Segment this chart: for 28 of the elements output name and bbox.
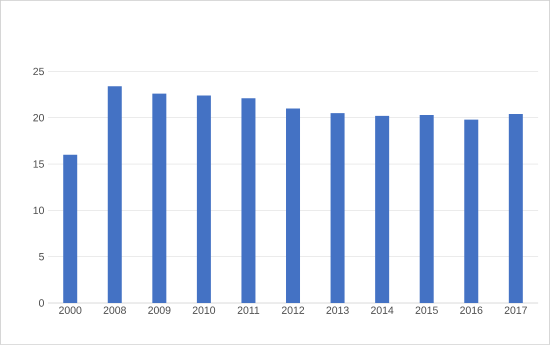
bar xyxy=(108,86,122,304)
x-tick-label: 2014 xyxy=(371,306,394,314)
bar xyxy=(464,120,478,304)
y-tick-label: 0 xyxy=(38,299,44,307)
bar xyxy=(286,108,300,304)
bar xyxy=(420,114,434,304)
bar xyxy=(241,98,256,304)
y-tick-label: 20 xyxy=(33,114,44,122)
x-tick-label: 2009 xyxy=(148,306,170,314)
bar xyxy=(63,154,78,304)
x-tick-label: 2016 xyxy=(460,306,482,314)
bar xyxy=(152,94,166,304)
y-tick-label: 10 xyxy=(34,206,44,214)
x-tick-label: 2011 xyxy=(238,306,260,314)
x-tick-label: 2013 xyxy=(326,306,349,314)
y-tick-label: 5 xyxy=(39,253,44,260)
x-tick-label: 2010 xyxy=(192,306,216,314)
x-tick-label: 2000 xyxy=(59,306,82,314)
bar xyxy=(508,114,523,304)
bar xyxy=(375,116,390,304)
bar xyxy=(330,113,345,304)
x-tick-label: 2012 xyxy=(282,306,304,314)
y-tick-label: 25 xyxy=(33,68,44,76)
bar xyxy=(196,96,211,304)
x-tick-label: 2015 xyxy=(416,306,438,314)
x-tick-label: 2017 xyxy=(504,306,527,314)
y-tick-label: 15 xyxy=(34,160,44,168)
x-tick-label: 2008 xyxy=(104,306,126,314)
